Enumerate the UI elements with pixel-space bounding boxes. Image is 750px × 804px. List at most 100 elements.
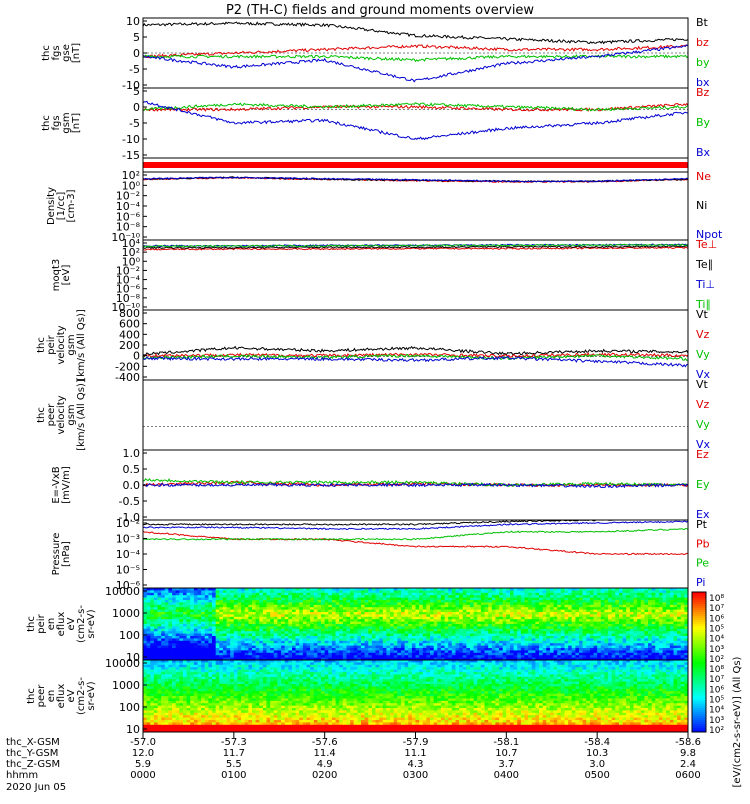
spectrogram-cell <box>339 631 343 634</box>
spectrogram-cell <box>499 590 503 593</box>
spectrogram-cell <box>416 641 420 644</box>
spectrogram-cell <box>336 614 340 617</box>
spectrogram-cell <box>350 646 354 649</box>
spectrogram-cell <box>412 624 416 627</box>
spectrogram-cell <box>270 638 274 641</box>
spectrogram-cell <box>408 646 412 649</box>
spectrogram-cell <box>296 643 300 646</box>
spectrogram-cell <box>554 636 558 639</box>
spectrogram-cell <box>158 718 162 721</box>
spectrogram-cell <box>659 617 663 620</box>
spectrogram-cell <box>368 612 372 615</box>
spectrogram-cell <box>176 619 180 622</box>
spectrogram-cell <box>285 600 289 603</box>
spectrogram-cell <box>245 655 249 658</box>
spectrogram-cell <box>303 634 307 637</box>
spectrogram-cell <box>158 646 162 649</box>
spectrogram-cell <box>463 595 467 598</box>
spectrogram-cell <box>383 646 387 649</box>
spectrogram-cell <box>321 650 325 653</box>
spectrogram-cell <box>677 655 681 658</box>
spectrogram-cell <box>292 634 296 637</box>
spectrogram-cell <box>256 629 260 632</box>
spectrogram-cell <box>459 607 463 610</box>
spectrogram-cell <box>663 648 667 651</box>
spectrogram-cell <box>412 641 416 644</box>
spectrogram-cell <box>183 629 187 632</box>
spectrogram-cell <box>267 631 271 634</box>
spectrogram-cell <box>150 727 154 730</box>
spectrogram-cell <box>372 610 376 613</box>
spectrogram-cell <box>532 600 536 603</box>
spectrogram-cell <box>434 607 438 610</box>
spectrogram-cell <box>176 686 180 689</box>
spectrogram-cell <box>339 650 343 653</box>
spectrogram-cell <box>190 602 194 605</box>
spectrogram-cell <box>539 655 543 658</box>
spectrogram-cell <box>219 650 223 653</box>
spectrogram-cell <box>158 602 162 605</box>
spectrogram-cell <box>659 600 663 603</box>
spectrogram-cell <box>386 624 390 627</box>
panel-y-label: [eV] <box>61 265 72 286</box>
spectrogram-cell <box>492 655 496 658</box>
spectrogram-cell <box>150 629 154 632</box>
spectrogram-cell <box>583 602 587 605</box>
spectrogram-cell <box>590 638 594 641</box>
spectrogram-cell <box>285 646 289 649</box>
spectrogram-cell <box>568 593 572 596</box>
spectrogram-cell <box>205 602 209 605</box>
spectrogram-cell <box>201 650 205 653</box>
spectrogram-cell <box>492 634 496 637</box>
spectrogram-cell <box>208 631 212 634</box>
spectrogram-cell <box>565 641 569 644</box>
spectrogram-cell <box>190 593 194 596</box>
spectrogram-cell <box>652 638 656 641</box>
spectrogram-cell <box>259 602 263 605</box>
spectrogram-cell <box>296 607 300 610</box>
spectrogram-cell <box>677 634 681 637</box>
spectrogram-cell <box>594 590 598 593</box>
spectrogram-cell <box>150 617 154 620</box>
spectrogram-cell <box>154 727 158 730</box>
spectrogram-cell <box>412 607 416 610</box>
spectrogram-cell <box>303 643 307 646</box>
spectrogram-cell <box>150 600 154 603</box>
spectrogram-cell <box>325 595 329 598</box>
spectrogram-cell <box>168 605 172 608</box>
spectrogram-cell <box>594 614 598 617</box>
spectrogram-cell <box>303 605 307 608</box>
spectrogram-cell <box>176 590 180 593</box>
spectrogram-cell <box>230 612 234 615</box>
spectrogram-cell <box>601 636 605 639</box>
spectrogram-cell <box>245 638 249 641</box>
spectrogram-cell <box>270 646 274 649</box>
spectrogram-cell <box>365 598 369 601</box>
spectrogram-cell <box>521 612 525 615</box>
spectrogram-cell <box>528 593 532 596</box>
spectrogram-cell <box>506 638 510 641</box>
spectrogram-cell <box>525 600 529 603</box>
spectrogram-cell <box>321 653 325 656</box>
spectrogram-cell <box>372 593 376 596</box>
spectrogram-cell <box>270 600 274 603</box>
spectrogram-cell <box>517 590 521 593</box>
spectrogram-cell <box>604 638 608 641</box>
spectrogram-cell <box>510 612 514 615</box>
spectrogram-cell <box>350 626 354 629</box>
spectrogram-cell <box>670 593 674 596</box>
spectrogram-cell <box>143 646 147 649</box>
spectrogram-cell <box>390 648 394 651</box>
spectrogram-cell <box>223 648 227 651</box>
spectrogram-cell <box>386 617 390 620</box>
spectrogram-cell <box>426 598 430 601</box>
spectrogram-cell <box>299 602 303 605</box>
spectrogram-cell <box>412 614 416 617</box>
spectrogram-cell <box>143 650 147 653</box>
spectrogram-cell <box>397 643 401 646</box>
spectrogram-cell <box>314 598 318 601</box>
spectrogram-cell <box>394 612 398 615</box>
spectrogram-cell <box>270 653 274 656</box>
spectrogram-cell <box>485 638 489 641</box>
spectrogram-cell <box>310 638 314 641</box>
